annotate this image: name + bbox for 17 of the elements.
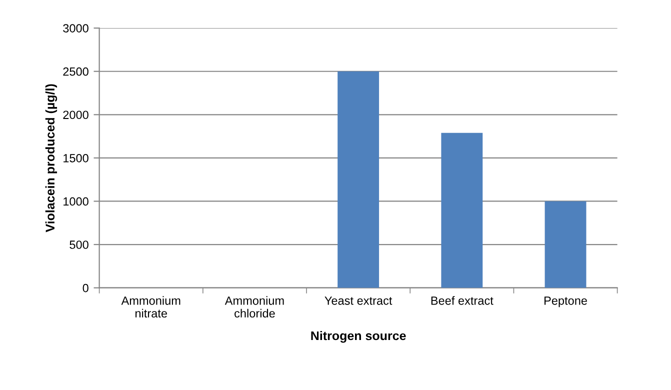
y-tick-label: 3000 bbox=[63, 24, 88, 32]
bar bbox=[544, 201, 586, 288]
x-tick-label: Ammonium chloride bbox=[224, 296, 284, 318]
y-tick-label: 2000 bbox=[63, 110, 88, 120]
x-tick-label: Peptone bbox=[544, 296, 587, 308]
y-axis-title: Violacein produced (µg/l) bbox=[45, 84, 58, 232]
bar bbox=[338, 71, 380, 288]
y-tick-label: 2500 bbox=[63, 67, 88, 76]
x-tick-label: Yeast extract bbox=[324, 296, 392, 305]
y-tick-label: 1000 bbox=[64, 197, 88, 206]
x-tick-label: Beef extract bbox=[431, 296, 494, 305]
y-tick-label: 0 bbox=[82, 284, 88, 292]
y-tick-label: 1500 bbox=[64, 154, 88, 162]
x-tick-label: Ammonium nitrate bbox=[121, 296, 180, 318]
bar bbox=[441, 132, 483, 288]
y-tick-label: 500 bbox=[70, 240, 88, 249]
x-axis-title: Nitrogen source bbox=[311, 330, 406, 343]
